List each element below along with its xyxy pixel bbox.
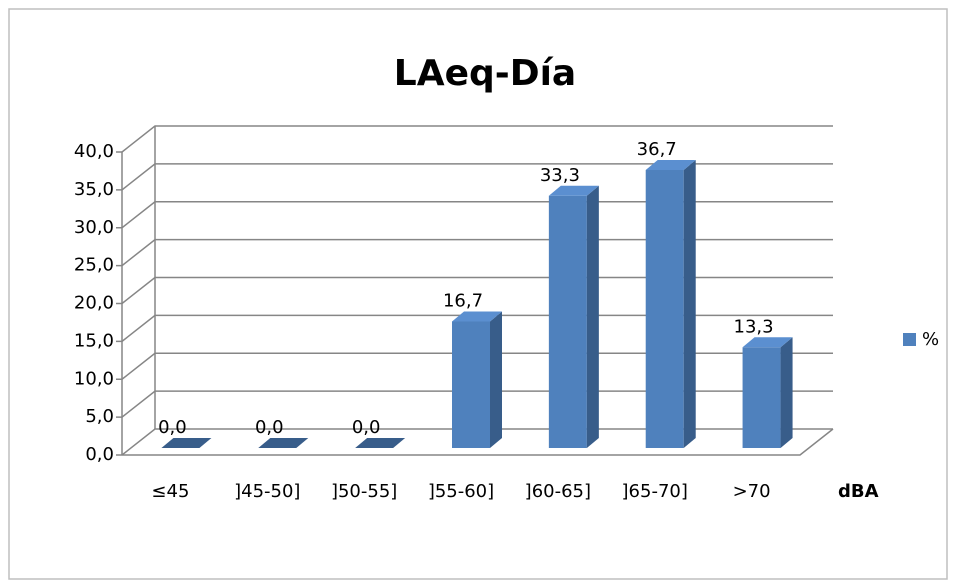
data-label: 33,3	[540, 165, 580, 186]
y-tick-label: 5,0	[85, 406, 114, 427]
data-label: 13,3	[734, 316, 774, 337]
bar-top	[548, 185, 599, 196]
y-tick-label: 10,0	[74, 368, 114, 389]
bar	[452, 321, 490, 448]
y-tick-label: 15,0	[74, 330, 114, 351]
y-tick-label: 30,0	[74, 217, 114, 238]
bar-top	[645, 159, 696, 170]
data-label: 16,7	[443, 290, 483, 311]
grid-line	[121, 163, 833, 191]
grid-line	[121, 238, 833, 267]
bar-top	[161, 438, 212, 448]
x-tick-label: >70	[733, 481, 771, 502]
y-tick-label: 40,0	[74, 141, 114, 162]
data-label: 0,0	[255, 417, 284, 438]
grid-line	[121, 125, 833, 153]
bar	[548, 195, 587, 448]
bar-top	[258, 438, 309, 448]
grid-line	[121, 201, 833, 229]
y-tick-label: 35,0	[74, 179, 114, 200]
grid-line	[121, 352, 833, 380]
x-tick-label: ]60-65]	[525, 481, 591, 502]
bar-side	[586, 185, 599, 448]
x-tick-label: ≤45	[151, 481, 189, 502]
x-tick-label: ]65-70]	[622, 481, 688, 502]
grid-line	[121, 428, 833, 456]
legend-swatch	[903, 333, 916, 346]
x-axis-label: dBA	[838, 481, 879, 502]
chart-title: LAeq-Día	[394, 53, 576, 94]
data-label: 36,7	[637, 139, 677, 160]
floor	[122, 428, 834, 456]
data-label: 0,0	[158, 417, 187, 438]
bar-side	[683, 159, 696, 448]
bar	[742, 347, 781, 448]
bar-top	[452, 311, 502, 322]
y-tick-label: 20,0	[74, 293, 114, 314]
chart-border	[8, 8, 948, 580]
bar-top	[355, 438, 406, 448]
x-tick-label: ]50-55]	[331, 481, 397, 502]
grid-line	[121, 390, 833, 418]
x-tick-label: ]55-60]	[428, 481, 494, 502]
y-tick-label: 25,0	[74, 255, 114, 276]
bar-side	[780, 337, 793, 448]
grid-line	[121, 276, 833, 305]
data-label: 0,0	[352, 417, 381, 438]
bar-side	[490, 311, 502, 448]
x-tick-label: ]45-50]	[234, 481, 300, 502]
bar	[645, 169, 684, 448]
y-tick-label: 0,0	[85, 444, 114, 465]
bar-top	[742, 337, 793, 348]
grid-line	[121, 314, 833, 342]
legend-label: %	[922, 329, 939, 350]
